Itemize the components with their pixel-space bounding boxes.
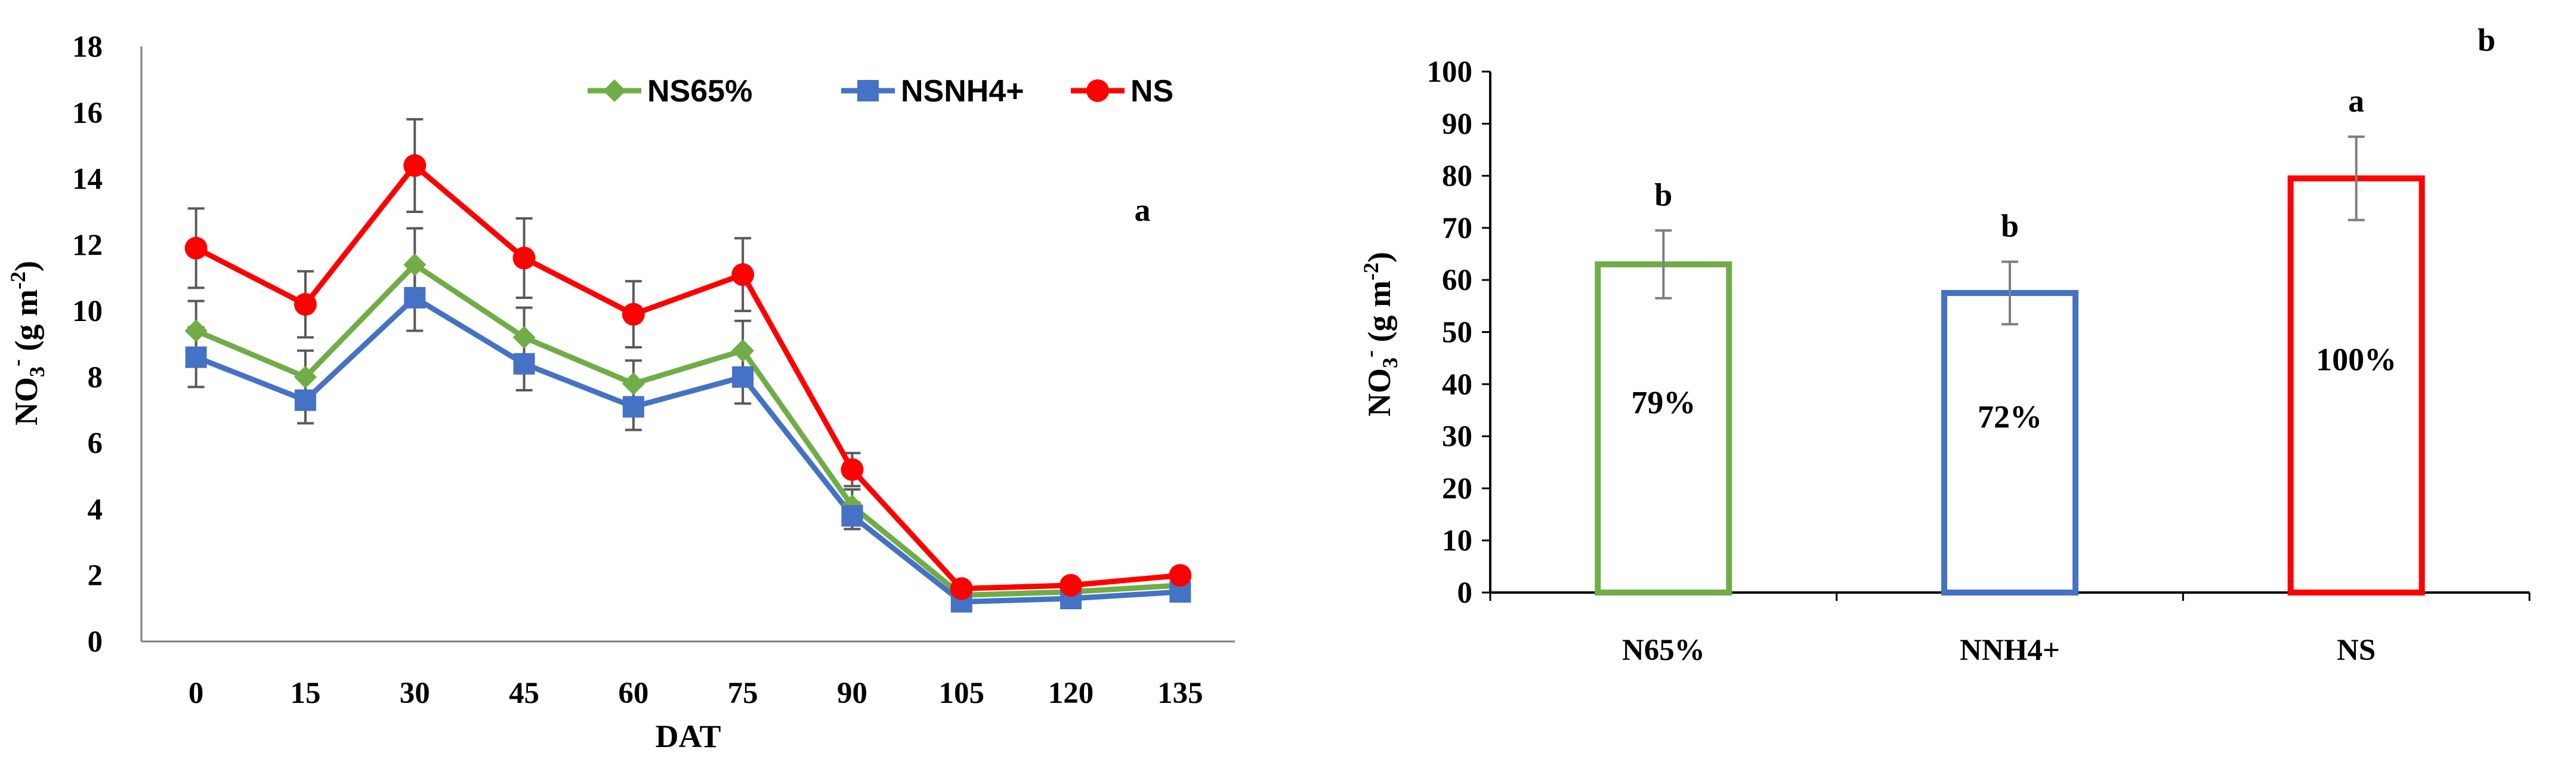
data-point — [404, 286, 426, 308]
x-tick-label: 15 — [290, 677, 320, 710]
data-point — [731, 339, 755, 362]
series-line — [194, 262, 1181, 598]
x-tick-label: 60 — [618, 677, 648, 710]
y-tick-label: 0 — [1457, 576, 1473, 610]
data-point — [294, 365, 317, 388]
y-tick-label: 80 — [1442, 160, 1472, 193]
panel-label-b: b — [2478, 22, 2495, 58]
y-tick-label: 70 — [1442, 212, 1472, 245]
significance-letter: a — [2348, 83, 2364, 119]
y-tick-label: 0 — [88, 625, 103, 659]
data-point — [403, 154, 427, 177]
legend-label: NS — [1131, 74, 1173, 109]
data-point — [841, 458, 864, 481]
legend-swatch-marker — [1086, 79, 1109, 102]
x-tick-label: N65% — [1622, 634, 1705, 667]
y-tick-label: 100 — [1427, 55, 1473, 89]
y-tick-label: 14 — [72, 163, 103, 196]
y-tick-label: 40 — [1442, 368, 1472, 402]
data-point — [1060, 573, 1083, 597]
bar — [2287, 175, 2425, 596]
legend-swatch-marker — [603, 79, 626, 102]
data-point — [622, 372, 645, 395]
x-tick-label: 30 — [400, 677, 430, 710]
legend-label: NSNH4+ — [901, 74, 1024, 109]
line-chart-panel-a: 0 2 4 6 8 10 12 14 16 18 0 15 30 45 60 75 90 105 120 135 DAT… — [5, 30, 1235, 754]
legend-label: NS65% — [647, 74, 752, 109]
y-tick-label: 20 — [1442, 472, 1472, 505]
y-tick-label: 90 — [1442, 107, 1472, 141]
bar — [1941, 290, 2078, 596]
y-tick-label: 16 — [72, 97, 103, 130]
data-point — [185, 346, 207, 368]
series-line — [195, 295, 1181, 605]
y-tick-label: 6 — [88, 427, 103, 461]
data-point — [1169, 564, 1192, 587]
data-point — [732, 366, 754, 388]
x-tick-label: 0 — [189, 677, 204, 710]
legend: NS65% NSNH4+ NS — [588, 74, 1173, 109]
data-point — [513, 353, 535, 375]
x-tick-label: 45 — [509, 677, 539, 710]
data-point — [512, 326, 536, 349]
y-axis-title: NO3- (g m-2) — [5, 261, 49, 425]
bar-percent-label: 100% — [2316, 341, 2396, 377]
y-axis-title: NO3- (g m-2) — [1358, 252, 1402, 417]
y-tick-label: 18 — [72, 30, 103, 64]
data-point — [950, 577, 973, 600]
legend-swatch-marker — [857, 80, 879, 101]
bar-chart-panel-b: 0 10 20 30 40 50 60 70 80 90 100 NO3- (g m-2) b b 79% N… — [1358, 22, 2531, 667]
y-tick-label: 60 — [1442, 264, 1472, 297]
data-point — [184, 319, 208, 343]
data-point — [294, 389, 316, 411]
series-line — [194, 162, 1181, 591]
significance-letter: b — [1654, 177, 1672, 212]
x-tick-label: 120 — [1048, 677, 1094, 710]
data-point — [294, 293, 317, 316]
data-point — [731, 263, 755, 286]
y-tick-label: 10 — [72, 295, 103, 328]
x-tick-label: 75 — [728, 677, 758, 710]
y-tick-label: 50 — [1442, 316, 1472, 350]
x-tick-label: NS — [2337, 634, 2376, 667]
y-tick-label: 4 — [88, 493, 103, 526]
significance-letter: b — [2001, 208, 2019, 244]
bar — [1595, 261, 1732, 596]
x-tick-label: 105 — [939, 677, 985, 710]
x-tick-label: NNH4+ — [1960, 634, 2060, 667]
y-tick-label: 12 — [72, 229, 103, 262]
x-axis-title: DAT — [655, 718, 721, 754]
bar-percent-label: 79% — [1631, 384, 1695, 420]
panel-label-a: a — [1135, 192, 1151, 228]
x-tick-label: 135 — [1157, 677, 1203, 710]
data-point — [841, 505, 863, 527]
data-point — [512, 246, 536, 270]
bar-percent-label: 72% — [1978, 399, 2042, 434]
data-point — [622, 396, 644, 418]
data-point — [403, 253, 427, 276]
data-point — [622, 303, 645, 326]
y-tick-label: 30 — [1442, 420, 1472, 454]
data-point — [184, 236, 208, 260]
x-tick-label: 90 — [837, 677, 867, 710]
y-tick-label: 2 — [88, 559, 103, 593]
y-tick-label: 10 — [1442, 525, 1472, 558]
y-tick-label: 8 — [88, 361, 103, 394]
